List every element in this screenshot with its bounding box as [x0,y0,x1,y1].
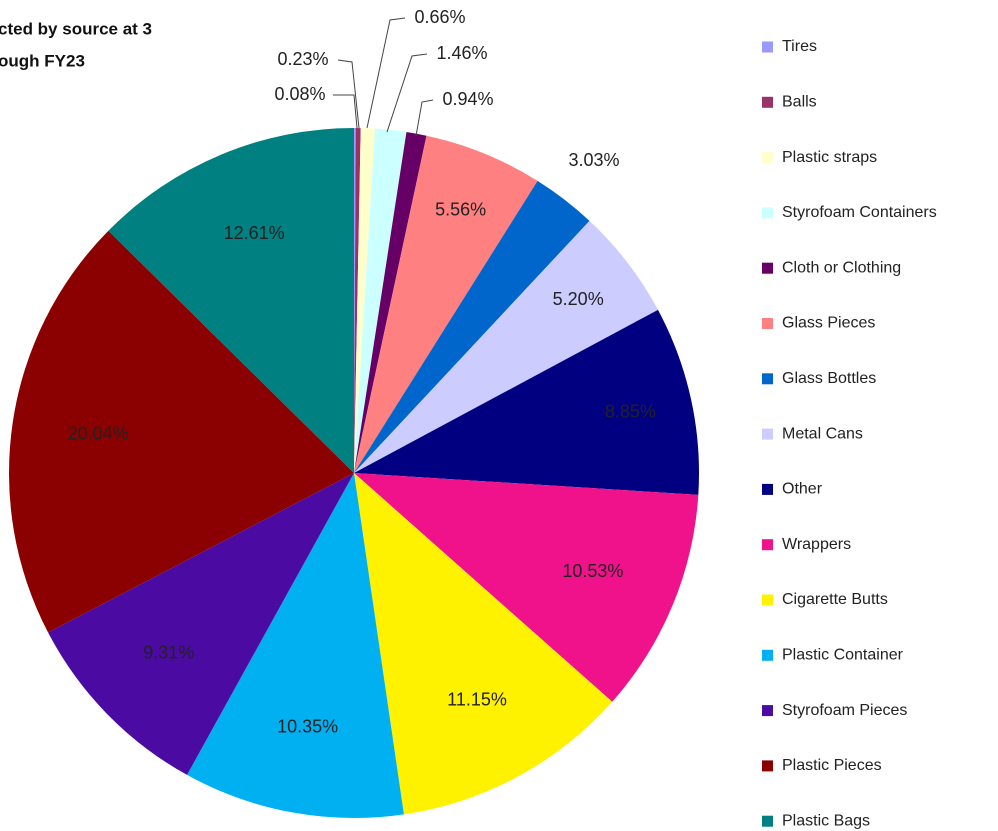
pie-slice [354,132,427,474]
legend-swatch [762,318,773,329]
legend-label: Metal Cans [782,425,863,442]
legend-swatch [762,152,773,164]
data-label: 5.56% [435,200,486,220]
legend-label: Cigarette Butts [782,591,888,608]
legend-label: Styrofoam Pieces [782,702,907,719]
pie-slice [354,473,699,702]
leader-line [337,59,360,129]
data-label: 11.15% [447,689,507,709]
leader-line [333,94,358,129]
data-label: 3.03% [568,150,619,170]
data-label: 10.35% [277,716,338,736]
legend-label: Glass Pieces [782,315,875,332]
data-label: 1.46% [436,43,487,63]
legend-swatch [762,760,773,772]
data-label: 9.31% [143,642,194,662]
legend-label: Balls [782,94,817,111]
legend-label: Cloth or Clothing [782,259,901,276]
pie-slice [354,135,538,473]
data-label: 8.85% [605,402,656,422]
data-label: 10.53% [562,561,623,581]
leader-line [386,53,428,133]
leader-line [415,99,434,137]
pie-slice [108,128,355,473]
legend-swatch [762,705,773,717]
chart-title: cted by source at 3 [0,19,152,38]
pie-slice [354,128,356,473]
data-label: 12.61% [224,223,285,243]
chart-title: ough FY23 [0,51,85,70]
leader-line [366,17,406,129]
pie-slice [187,473,404,819]
pie-slice [48,473,354,775]
legend-label: Wrappers [782,536,851,553]
legend-swatch [762,207,773,219]
legend-swatch [762,815,773,827]
pie-slice [354,128,361,473]
pie-slice [354,220,658,473]
data-label: 5.20% [553,289,604,309]
pie-slice [354,128,407,473]
legend-swatch [762,539,773,551]
legend-swatch [762,428,773,440]
legend-swatch [762,41,773,53]
data-label: 0.08% [274,84,325,104]
legend-label: Glass Bottles [782,370,876,387]
legend-label: Other [782,481,823,498]
legend-label: Tires [782,38,817,55]
legend-swatch [762,649,773,661]
data-label: 0.94% [442,89,493,109]
data-label: 20.04% [68,423,129,443]
pie-slice [354,128,376,474]
pie-slice [8,230,354,633]
legend-label: Plastic Pieces [782,757,882,774]
legend-swatch [762,594,773,606]
legend-swatch [762,96,773,108]
legend-swatch [762,483,773,495]
pie-slice [354,473,613,815]
pie-slice [354,309,699,495]
legend-swatch [762,373,773,385]
legend-label: Styrofoam Containers [782,204,937,221]
legend-swatch [762,262,773,274]
legend-label: Plastic Bags [782,812,870,829]
data-label: 0.23% [277,49,328,69]
data-label: 0.66% [414,7,465,27]
legend-label: Plastic straps [782,149,877,166]
legend-label: Plastic Container [782,647,904,664]
pie-slice [354,180,590,474]
